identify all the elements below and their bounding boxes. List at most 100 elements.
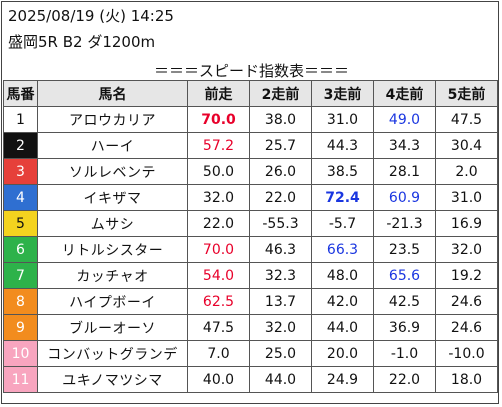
speed-index-cell: -55.3 <box>249 210 312 237</box>
speed-index-cell: 28.1 <box>373 158 436 185</box>
speed-index-cell: 16.9 <box>435 210 498 237</box>
horse-name-cell: コンバットグランデ <box>37 340 188 367</box>
speed-index-cell: 30.4 <box>435 132 498 159</box>
horse-number-cell: 4 <box>3 184 38 211</box>
speed-index-cell: 36.9 <box>373 314 436 341</box>
table-row: 4 イキザマ 32.0 22.0 72.4 60.9 31.0 <box>3 184 498 211</box>
speed-index-cell: 31.0 <box>311 106 374 133</box>
table-row: 11 ユキノマツシマ 40.0 44.0 24.9 22.0 18.0 <box>3 366 498 393</box>
race-datetime: 2025/08/19 (火) 14:25 <box>8 7 174 25</box>
col-header-number: 馬番 <box>3 80 38 107</box>
speed-index-cell: 40.0 <box>187 366 250 393</box>
horse-name-cell: ハーイ <box>37 132 188 159</box>
horse-number-cell: 2 <box>3 132 38 159</box>
speed-index-cell: 66.3 <box>311 236 374 263</box>
speed-index-cell: 22.0 <box>249 184 312 211</box>
speed-index-cell: 44.3 <box>311 132 374 159</box>
table-header-row: 馬番 馬名 前走 2走前 3走前 4走前 5走前 <box>3 80 498 107</box>
speed-index-cell: 32.0 <box>187 184 250 211</box>
speed-index-cell: 57.2 <box>187 132 250 159</box>
table-row: 2 ハーイ 57.2 25.7 44.3 34.3 30.4 <box>3 132 498 159</box>
speed-index-cell: 50.0 <box>187 158 250 185</box>
col-header-2-races-ago: 2走前 <box>249 80 312 107</box>
speed-index-cell: 13.7 <box>249 288 312 315</box>
speed-index-cell: 46.3 <box>249 236 312 263</box>
speed-index-cell: 44.0 <box>311 314 374 341</box>
speed-index-cell: 70.0 <box>187 236 250 263</box>
speed-index-cell: 70.0 <box>187 106 250 133</box>
table-row: 9 ブルーオーソ 47.5 32.0 44.0 36.9 24.6 <box>3 314 498 341</box>
table-row: 10 コンバットグランデ 7.0 25.0 20.0 -1.0 -10.0 <box>3 340 498 367</box>
table-banner: ＝＝＝スピード指数表＝＝＝ <box>153 62 349 80</box>
horse-number-cell: 9 <box>3 314 38 341</box>
horse-number-cell: 10 <box>3 340 38 367</box>
speed-index-cell: 44.0 <box>249 366 312 393</box>
speed-index-cell: 22.0 <box>373 366 436 393</box>
table-row: 7 カッチャオ 54.0 32.3 48.0 65.6 19.2 <box>3 262 498 289</box>
speed-index-cell: 2.0 <box>435 158 498 185</box>
horse-name-cell: アロウカリア <box>37 106 188 133</box>
speed-index-cell: 48.0 <box>311 262 374 289</box>
speed-index-cell: 42.5 <box>373 288 436 315</box>
col-header-last-race: 前走 <box>187 80 250 107</box>
horse-name-cell: リトルシスター <box>37 236 188 263</box>
horse-name-cell: イキザマ <box>37 184 188 211</box>
speed-index-cell: 22.0 <box>187 210 250 237</box>
horse-number-cell: 3 <box>3 158 38 185</box>
speed-index-cell: 38.5 <box>311 158 374 185</box>
horse-number-cell: 7 <box>3 262 38 289</box>
col-header-3-races-ago: 3走前 <box>311 80 374 107</box>
speed-index-cell: 19.2 <box>435 262 498 289</box>
speed-index-cell: -5.7 <box>311 210 374 237</box>
table-row: 5 ムサシ 22.0 -55.3 -5.7 -21.3 16.9 <box>3 210 498 237</box>
speed-index-cell: 72.4 <box>311 184 374 211</box>
table-row: 8 ハイプボーイ 62.5 13.7 42.0 42.5 24.6 <box>3 288 498 315</box>
speed-index-cell: 31.0 <box>435 184 498 211</box>
horse-number-cell: 11 <box>3 366 38 393</box>
table-row: 6 リトルシスター 70.0 46.3 66.3 23.5 32.0 <box>3 236 498 263</box>
col-header-5-races-ago: 5走前 <box>435 80 498 107</box>
horse-number-cell: 8 <box>3 288 38 315</box>
speed-index-cell: 25.7 <box>249 132 312 159</box>
speed-index-cell: -1.0 <box>373 340 436 367</box>
horse-name-cell: ソルレベンテ <box>37 158 188 185</box>
horse-number-cell: 6 <box>3 236 38 263</box>
speed-index-table: 馬番 馬名 前走 2走前 3走前 4走前 5走前 1 アロウカリア 70.0 38.0… <box>3 80 498 393</box>
horse-name-cell: ブルーオーソ <box>37 314 188 341</box>
speed-index-cell: -10.0 <box>435 340 498 367</box>
horse-number-cell: 5 <box>3 210 38 237</box>
speed-index-cell: 42.0 <box>311 288 374 315</box>
speed-index-cell: 38.0 <box>249 106 312 133</box>
speed-index-cell: 62.5 <box>187 288 250 315</box>
col-header-4-races-ago: 4走前 <box>373 80 436 107</box>
speed-index-cell: 18.0 <box>435 366 498 393</box>
col-header-horse-name: 馬名 <box>37 80 188 107</box>
speed-index-cell: 34.3 <box>373 132 436 159</box>
speed-index-cell: 26.0 <box>249 158 312 185</box>
horse-name-cell: ムサシ <box>37 210 188 237</box>
speed-index-cell: 60.9 <box>373 184 436 211</box>
speed-index-cell: 32.0 <box>249 314 312 341</box>
speed-index-cell: 47.5 <box>187 314 250 341</box>
speed-index-cell: -21.3 <box>373 210 436 237</box>
speed-index-cell: 47.5 <box>435 106 498 133</box>
speed-index-cell: 54.0 <box>187 262 250 289</box>
horse-name-cell: ユキノマツシマ <box>37 366 188 393</box>
speed-index-cell: 25.0 <box>249 340 312 367</box>
speed-index-cell: 49.0 <box>373 106 436 133</box>
speed-index-cell: 65.6 <box>373 262 436 289</box>
speed-index-cell: 32.3 <box>249 262 312 289</box>
speed-index-cell: 32.0 <box>435 236 498 263</box>
speed-index-cell: 24.9 <box>311 366 374 393</box>
speed-index-cell: 20.0 <box>311 340 374 367</box>
horse-name-cell: カッチャオ <box>37 262 188 289</box>
table-row: 1 アロウカリア 70.0 38.0 31.0 49.0 47.5 <box>3 106 498 133</box>
race-info: 盛岡5R B2 ダ1200m <box>8 33 156 51</box>
speed-index-cell: 24.6 <box>435 288 498 315</box>
horse-number-cell: 1 <box>3 106 38 133</box>
speed-index-cell: 24.6 <box>435 314 498 341</box>
horse-name-cell: ハイプボーイ <box>37 288 188 315</box>
speed-index-cell: 7.0 <box>187 340 250 367</box>
table-row: 3 ソルレベンテ 50.0 26.0 38.5 28.1 2.0 <box>3 158 498 185</box>
speed-index-cell: 23.5 <box>373 236 436 263</box>
